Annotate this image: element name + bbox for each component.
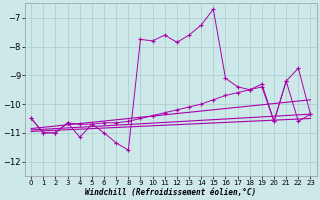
X-axis label: Windchill (Refroidissement éolien,°C): Windchill (Refroidissement éolien,°C): [85, 188, 256, 197]
